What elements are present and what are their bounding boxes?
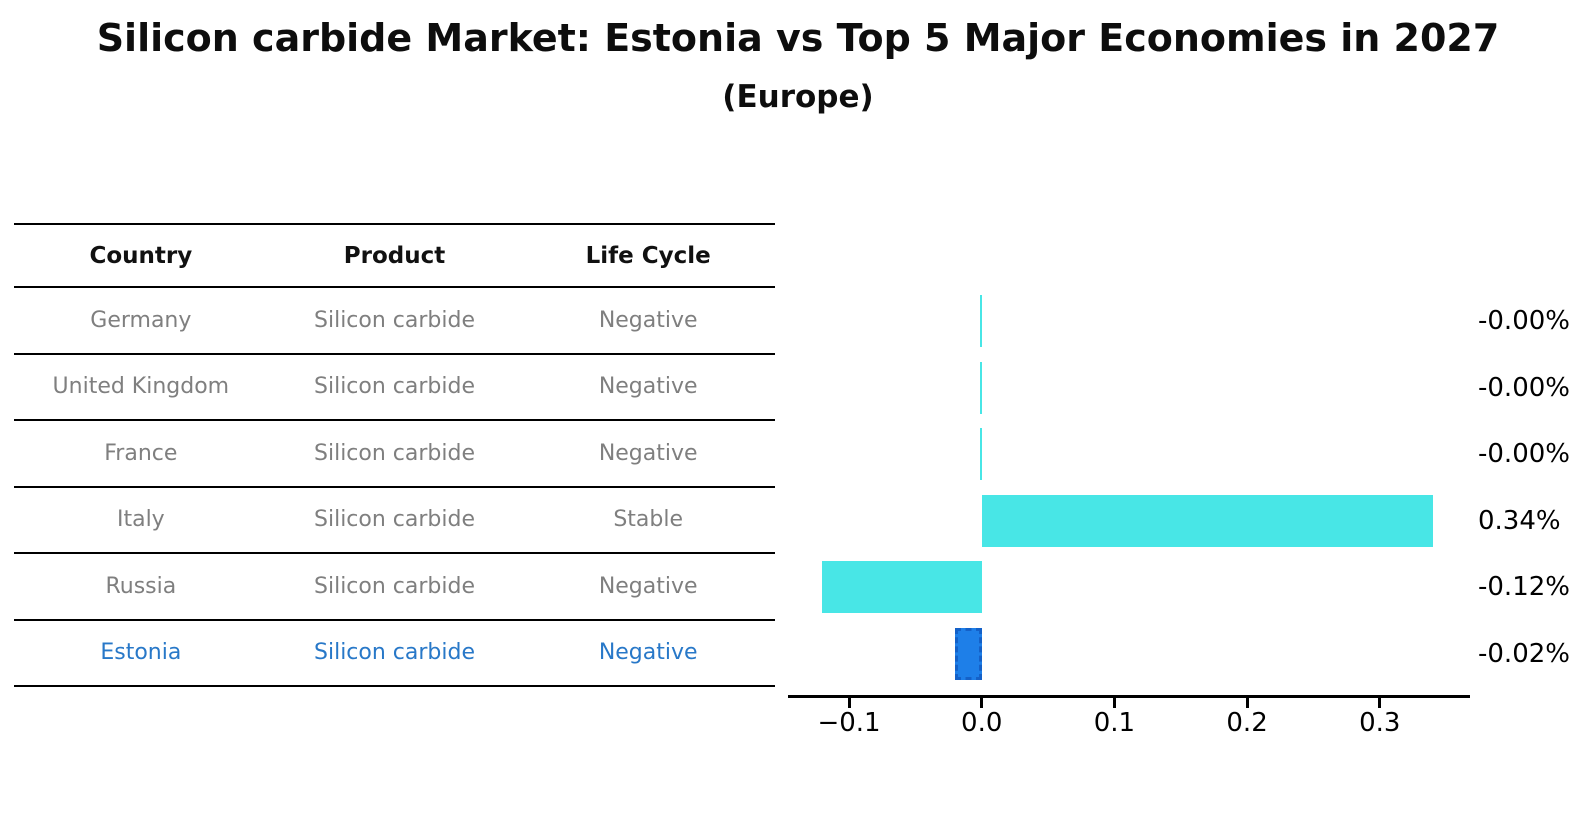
table-row-italy: Italy Silicon carbide Stable (14, 488, 775, 554)
bar-italy (981, 494, 1433, 547)
bar-france (979, 428, 982, 481)
x-tick (980, 698, 984, 708)
bar-value-label: -0.00% (1478, 372, 1570, 403)
table-row-united-kingdom: United Kingdom Silicon carbide Negative (14, 355, 775, 421)
cell-country: France (104, 440, 178, 466)
cell-country: Russia (105, 573, 177, 599)
bar-value-label: -0.00% (1478, 306, 1570, 337)
cell-lifecycle: Negative (598, 573, 698, 599)
cell-lifecycle: Negative (598, 307, 698, 333)
cell-lifecycle: Stable (613, 507, 684, 533)
bar-russia (822, 561, 982, 614)
x-tick-label: −0.1 (817, 708, 881, 738)
cell-lifecycle: Negative (598, 374, 698, 400)
cell-country: United Kingdom (52, 374, 230, 400)
table-row-germany: Germany Silicon carbide Negative (14, 288, 775, 355)
x-tick (1378, 698, 1382, 708)
col-header-product: Product (343, 242, 446, 269)
cell-product: Silicon carbide (314, 573, 475, 599)
bar-estonia (955, 627, 982, 680)
bar-germany (979, 295, 982, 348)
table-row-estonia: Estonia Silicon carbide Negative (14, 621, 775, 687)
x-tick (1112, 698, 1116, 708)
cell-lifecycle: Negative (598, 640, 698, 666)
col-header-country: Country (89, 242, 193, 269)
country-table: Country Product Life Cycle Germany Silic… (14, 223, 775, 687)
cell-country: Italy (116, 507, 165, 533)
cell-product: Silicon carbide (314, 307, 475, 333)
x-tick (1245, 698, 1249, 708)
bar-value-label: -0.12% (1478, 572, 1570, 603)
cell-lifecycle: Negative (598, 440, 698, 466)
x-tick-label: 0.1 (1093, 708, 1136, 738)
cell-country: Germany (90, 307, 192, 333)
x-tick-label: 0.2 (1226, 708, 1268, 738)
chart-subtitle: (Europe) (722, 79, 874, 115)
bar-value-label: 0.34% (1478, 505, 1561, 536)
table-header-row: Country Product Life Cycle (14, 223, 775, 288)
bar-united-kingdom (979, 361, 982, 414)
chart-title: Silicon carbide Market: Estonia vs Top 5… (96, 16, 1500, 60)
x-tick-label: 0.0 (961, 708, 1003, 738)
x-tick-label: 0.3 (1359, 708, 1401, 738)
cell-product: Silicon carbide (314, 374, 475, 400)
bar-value-label: -0.02% (1478, 638, 1570, 669)
bar-value-label: -0.00% (1478, 439, 1570, 470)
x-tick (847, 698, 851, 708)
cell-product: Silicon carbide (314, 507, 475, 533)
cell-product: Silicon carbide (314, 640, 475, 666)
x-axis-line (788, 695, 1470, 698)
table-row-france: France Silicon carbide Negative (14, 421, 775, 488)
cell-country: Estonia (100, 640, 182, 666)
cell-product: Silicon carbide (314, 440, 475, 466)
table-row-russia: Russia Silicon carbide Negative (14, 554, 775, 621)
col-header-lifecycle: Life Cycle (585, 242, 711, 269)
